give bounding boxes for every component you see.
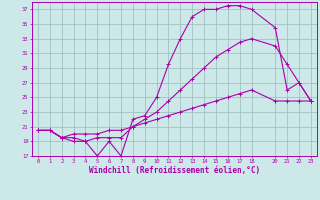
X-axis label: Windchill (Refroidissement éolien,°C): Windchill (Refroidissement éolien,°C)	[89, 166, 260, 175]
